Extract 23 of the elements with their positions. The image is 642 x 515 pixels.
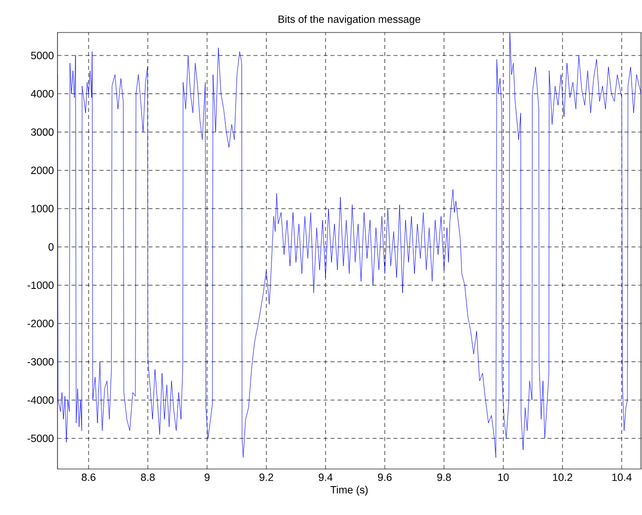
- x-tick-label: 10.4: [612, 474, 632, 481]
- chart-title: Bits of the navigation message: [278, 15, 420, 25]
- y-tick-label: -2000: [28, 320, 54, 328]
- y-tick-label: 0: [48, 243, 54, 251]
- x-tick-label: 9.8: [437, 474, 451, 481]
- y-tick-label: -4000: [28, 396, 54, 404]
- y-tick-label: -3000: [28, 358, 54, 366]
- x-tick-label: 9.2: [260, 474, 274, 481]
- y-tick-label: 2000: [31, 166, 54, 174]
- y-tick-label: -1000: [28, 282, 54, 289]
- y-tick-label: 5000: [31, 52, 54, 60]
- x-tick-label: 9: [204, 474, 210, 481]
- y-tick-label: 4000: [30, 90, 54, 98]
- x-tick-label: 9.4: [318, 474, 333, 481]
- y-tick-label: 3000: [31, 128, 54, 136]
- y-tick-label: 1000: [31, 204, 54, 212]
- x-tick-label: 8.6: [82, 474, 96, 481]
- y-tick-label: -5000: [28, 434, 54, 442]
- x-tick-label: 9.6: [378, 474, 392, 481]
- x-tick-label: 8.8: [140, 474, 155, 481]
- x-axis-title: Time (s): [330, 486, 368, 496]
- x-tick-label: 10: [498, 474, 509, 481]
- x-tick-label: 10.2: [553, 474, 572, 481]
